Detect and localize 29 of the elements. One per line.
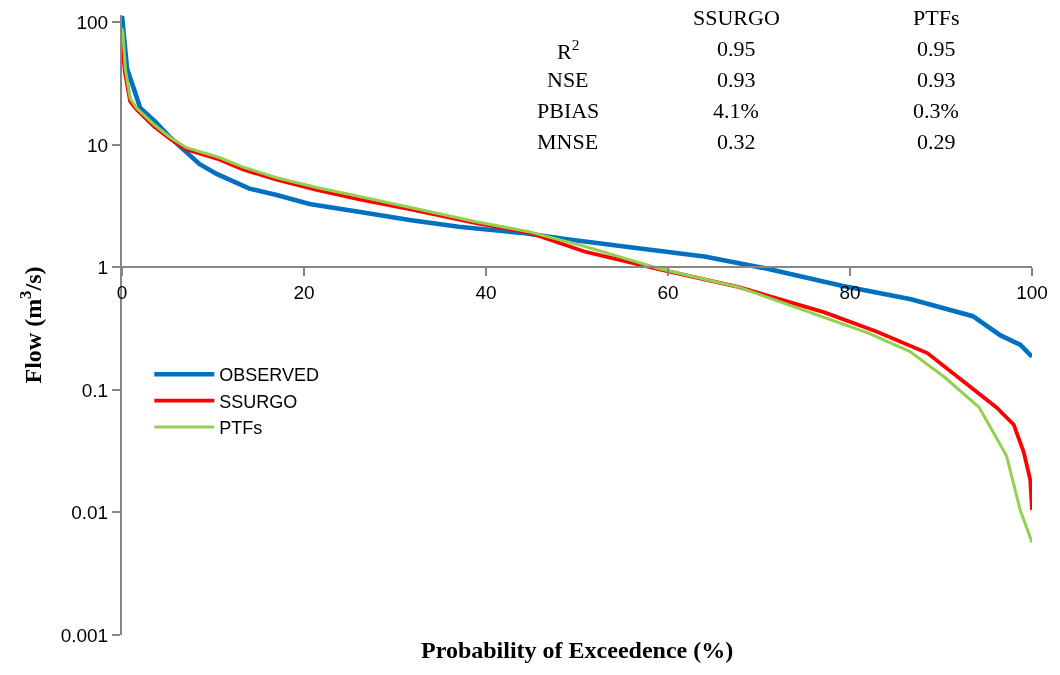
y-tick-label: 0.001 [60, 624, 109, 646]
legend-label: OBSERVED [219, 365, 319, 386]
annotation: 0.32 [717, 129, 756, 154]
x-tick-label: 100 [1016, 282, 1048, 304]
annotation: MNSE [537, 129, 599, 154]
x-tick-label: 40 [475, 282, 497, 304]
annotation: 0.29 [917, 129, 956, 154]
annotation: PTFs [913, 5, 960, 30]
x-tick-label: 60 [657, 282, 679, 304]
y-tick-label: 1 [97, 257, 109, 279]
x-axis-title: Probability of Exceedence (%) [421, 637, 734, 663]
annotation: 0.95 [717, 36, 756, 61]
annotation: 0.93 [917, 67, 956, 92]
legend-label: PTFs [219, 418, 263, 439]
annotation: SSURGO [693, 5, 780, 30]
annotation: 0.95 [917, 36, 956, 61]
annotation: 0.3% [913, 98, 959, 123]
y-tick-label: 0.1 [81, 379, 109, 401]
annotation: PBIAS [537, 98, 600, 123]
annotation: 4.1% [713, 98, 759, 123]
annotation: NSE [547, 67, 589, 92]
x-tick-label: 0 [116, 282, 128, 304]
y-tick-label: 100 [76, 12, 109, 34]
y-tick-label: 0.01 [71, 502, 109, 524]
x-tick-label: 20 [293, 282, 315, 304]
legend-label: SSURGO [219, 391, 298, 412]
y-tick-label: 10 [87, 134, 109, 156]
annotation: 0.93 [717, 67, 756, 92]
annotation: R$^{2}$ [557, 36, 580, 65]
